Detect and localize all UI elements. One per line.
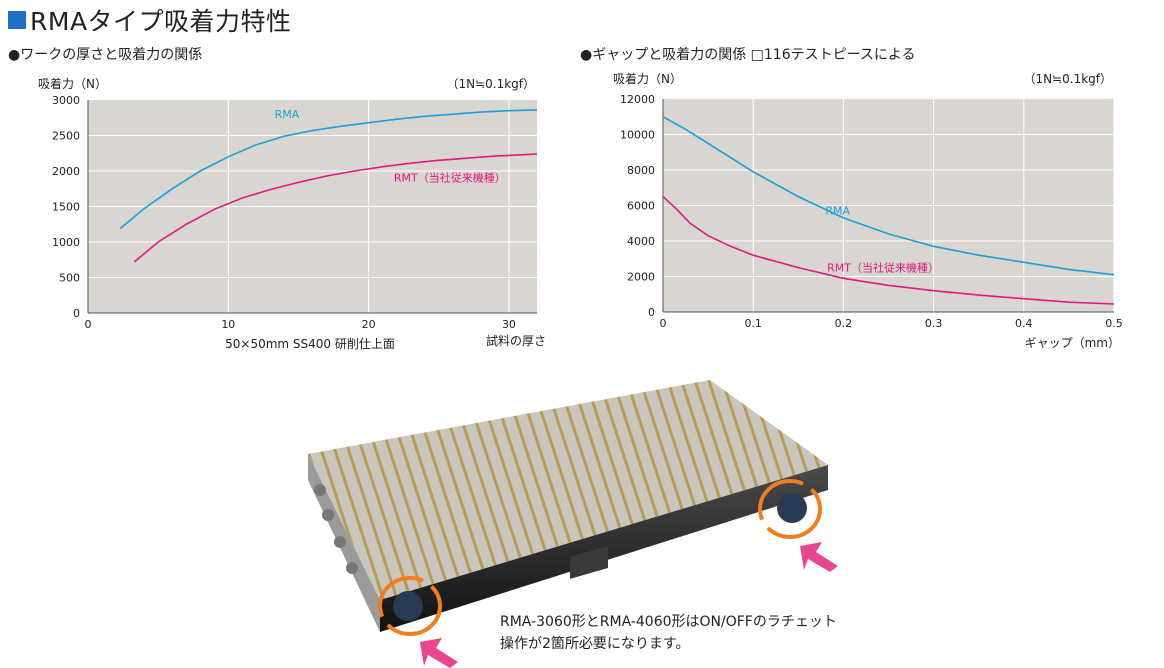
caption-line-2: 操作が2箇所必要になります。 bbox=[500, 636, 690, 652]
unit-note: （1N≒0.1kgf） bbox=[446, 77, 535, 91]
caption-line-1: RMA-3060形とRMA-4060形はON/OFFのラチェット bbox=[500, 614, 837, 630]
series-label: RMA bbox=[825, 204, 850, 217]
y-axis-label: 吸着力（N） bbox=[38, 76, 107, 91]
x-axis-label: 試料の厚さ bbox=[486, 333, 546, 348]
y-tick-label: 10000 bbox=[620, 129, 655, 142]
series-line bbox=[133, 153, 538, 263]
series-line bbox=[119, 109, 538, 230]
x-tick-label: 0.5 bbox=[1105, 317, 1123, 330]
ratchet-highlight-right bbox=[758, 479, 822, 539]
chuck-body bbox=[308, 380, 828, 632]
arrow-icon-right bbox=[800, 542, 838, 572]
page-title: RMAタイプ吸着力特性 bbox=[8, 3, 292, 37]
y-tick-label: 2000 bbox=[52, 165, 80, 178]
y-tick-label: 4000 bbox=[627, 235, 655, 248]
magnetic-chuck-illustration bbox=[308, 380, 838, 668]
arrow-icon-left bbox=[420, 638, 458, 668]
series-label: RMA bbox=[275, 108, 300, 121]
product-caption: RMA-3060形とRMA-4060形はON/OFFのラチェット 操作が2箇所必… bbox=[500, 611, 837, 655]
x-axis-label: ギャップ（mm） bbox=[1025, 336, 1120, 350]
y-tick-label: 12000 bbox=[620, 93, 655, 106]
y-tick-label: 2000 bbox=[627, 271, 655, 284]
unit-note: （1N≒0.1kgf） bbox=[1023, 72, 1112, 86]
thickness-force-chart: 0 10 20 30 0 500 1000 1500 2000 2500 3000 吸着力（N） （1N… bbox=[38, 76, 546, 351]
y-tick-label: 0 bbox=[73, 307, 80, 320]
test-condition-label: 50×50mm SS400 研削仕上面 bbox=[225, 337, 395, 351]
x-tick-label: 0.3 bbox=[925, 317, 943, 330]
series-line bbox=[662, 116, 1115, 276]
gap-force-chart: 0 0.1 0.2 0.3 0.4 0.5 0 2000 4000 6000 8000 10000 12… bbox=[613, 71, 1123, 350]
x-tick-label: 0 bbox=[85, 318, 92, 331]
y-tick-label: 2500 bbox=[52, 130, 80, 143]
x-tick-label: 0.1 bbox=[744, 317, 762, 330]
y-axis-label: 吸着力（N） bbox=[613, 71, 682, 86]
title-square-icon bbox=[8, 11, 26, 29]
y-tick-label: 1000 bbox=[52, 236, 80, 249]
ratchet-highlight-left bbox=[378, 576, 442, 636]
y-tick-label: 6000 bbox=[627, 200, 655, 213]
series-label: RMT（当社従来機種） bbox=[827, 261, 939, 275]
y-tick-label: 3000 bbox=[52, 94, 80, 107]
x-tick-label: 0.4 bbox=[1015, 317, 1033, 330]
x-tick-label: 20 bbox=[362, 318, 376, 331]
series-label: RMT（当社従来機種） bbox=[394, 171, 506, 185]
y-tick-label: 500 bbox=[59, 272, 80, 285]
x-tick-label: 0 bbox=[660, 317, 667, 330]
title-text: RMAタイプ吸着力特性 bbox=[30, 7, 292, 36]
x-tick-label: 10 bbox=[221, 318, 235, 331]
left-chart-heading: ●ワークの厚さと吸着力の関係 bbox=[8, 47, 203, 63]
right-chart-heading: ●ギャップと吸着力の関係 □116テストピースによる bbox=[580, 47, 916, 63]
y-tick-label: 0 bbox=[648, 306, 655, 319]
x-tick-label: 0.2 bbox=[835, 317, 853, 330]
y-tick-label: 1500 bbox=[52, 201, 80, 214]
series-line bbox=[662, 196, 1115, 305]
y-tick-label: 8000 bbox=[627, 164, 655, 177]
x-tick-label: 30 bbox=[502, 318, 516, 331]
